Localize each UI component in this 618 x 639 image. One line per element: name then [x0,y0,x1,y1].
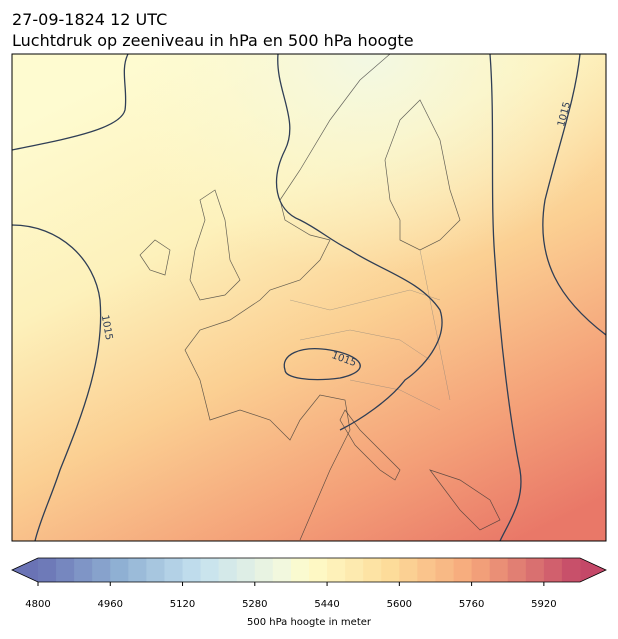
colorbar-cell [417,558,436,582]
colorbar-cell [453,558,473,582]
map-highlight [12,54,606,541]
map-frame [11,53,607,542]
isobar [275,54,443,431]
isobar [283,348,361,381]
colorbar-extend [12,558,38,582]
colorbar-cell [435,558,455,582]
isobar-label: 1015 [99,314,114,341]
colorbar-tick-label: 5760 [459,599,484,610]
border [289,249,451,411]
colorbar-tick-label: 5280 [242,599,267,610]
map: 1015 1015 1015 [12,54,606,541]
colorbar-cell [327,558,346,582]
colorbar-cell [182,558,202,582]
colorbar-cell [218,558,238,582]
title: 27-09-1824 12 UTC [12,10,167,29]
colorbar-tick-label: 5440 [314,599,339,610]
colorbar-tick-label: 5120 [170,599,195,610]
coastline [139,189,241,301]
isobar [12,54,129,151]
colorbar-cell [363,558,382,582]
colorbar-cell [489,558,509,582]
subtitle: Luchtdruk op zeeniveau in hPa en 500 hPa… [12,31,414,50]
colorbar-cell [399,558,418,582]
colorbar-tick-label: 4800 [25,599,50,610]
colorbar-cell [543,558,563,582]
colorbar-cell [200,558,220,582]
colorbar-cell [345,558,364,582]
colorbar-tick-label: 5600 [387,599,412,610]
colorbar-cell [290,558,310,582]
colorbar-cell [56,558,75,582]
colorbar-cell [525,558,545,582]
colorbar: 4800 4960 5120 5280 5440 5600 5760 5920 [11,557,607,610]
colorbar-cell [110,558,129,582]
colorbar-cell [164,558,184,582]
colorbar-cell [128,558,147,582]
coastline [384,99,461,251]
coastline [339,409,501,531]
colorbar-cell [146,558,165,582]
isobar [489,54,522,541]
colorbar-tick-label: 4960 [98,599,123,610]
isobar [542,54,606,336]
colorbar-cell [381,558,400,582]
colorbar-cell [38,558,57,582]
colorbar-cell [309,558,328,582]
colorbar-cell [74,558,93,582]
colorbar-extend [580,558,606,582]
colorbar-cell [507,558,527,582]
colorbar-cell [561,558,581,582]
isobar [12,224,102,541]
colorbar-label: 500 hPa hoogte in meter [247,617,372,628]
colorbar-cell [236,558,256,582]
colorbar-cell [272,558,292,582]
colorbar-tick-label: 5920 [531,599,556,610]
colorbar-cell [92,558,111,582]
colorbar-cell [254,558,274,582]
colorbar-cell [471,558,491,582]
